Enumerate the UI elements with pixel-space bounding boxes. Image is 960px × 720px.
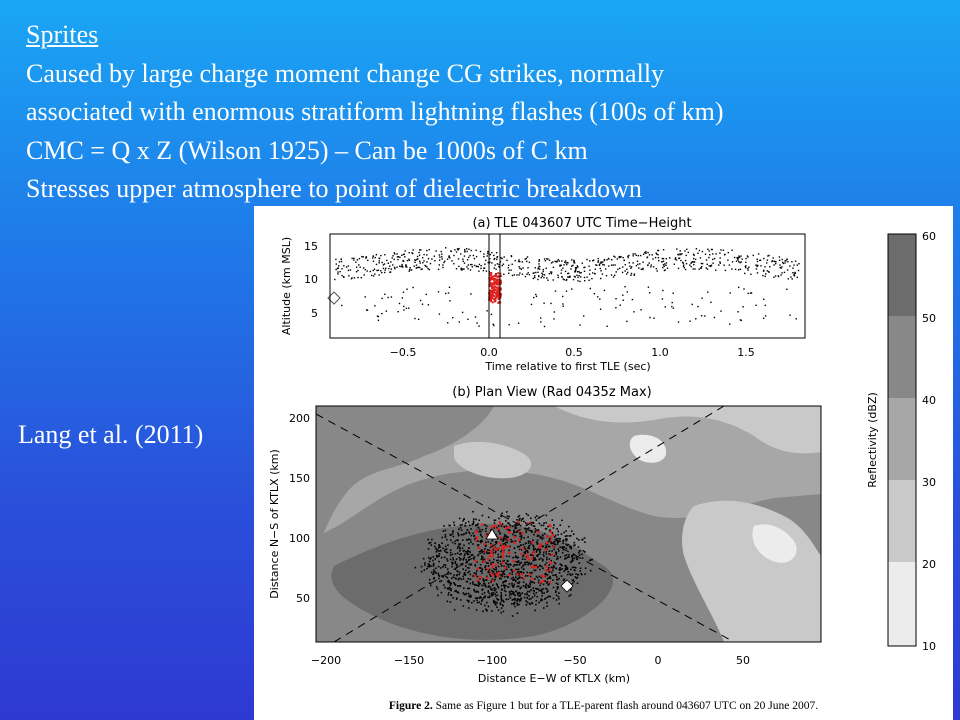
- citation: Lang et al. (2011): [18, 420, 204, 449]
- panel-b-title: (b) Plan View (Rad 0435z Max): [452, 385, 651, 400]
- panel-a-xtick: −0.5: [390, 346, 417, 359]
- colorbar-tick: 60: [922, 230, 936, 243]
- panel-a-xtick: 0.0: [480, 346, 498, 359]
- colorbar-tick: 20: [922, 558, 936, 571]
- panel-b-axes: 50 100 150 200 −200 −150 −100 −50 0 50 D…: [268, 412, 750, 685]
- slide-text-block: Sprites Caused by large charge moment ch…: [26, 16, 946, 209]
- bullet-line-4: Stresses upper atmosphere to point of di…: [26, 174, 642, 203]
- panel-b-frame: [315, 405, 822, 643]
- panel-a-xtick: 1.5: [737, 346, 755, 359]
- panel-a-xtick: 1.0: [651, 346, 669, 359]
- panel-b-dashed-line: [333, 406, 725, 642]
- panel-b-xtick: 0: [655, 654, 662, 667]
- panel-b-scatter: [414, 510, 593, 617]
- panel-b-xtick: −50: [563, 654, 586, 667]
- colorbar-segment: [888, 234, 916, 316]
- bullet-line-1: Caused by large charge moment change CG …: [26, 58, 665, 88]
- panel-b-dashed-line: [316, 413, 735, 642]
- panel-b-triangle-marker: [485, 528, 499, 540]
- figure-caption-label: Figure 2.: [388, 700, 433, 712]
- slide-heading: Sprites: [26, 20, 99, 49]
- panel-b-xtick: −100: [477, 654, 507, 667]
- panel-a-xlabel: Time relative to first TLE (sec): [484, 360, 650, 373]
- panel-b-map: [316, 406, 821, 642]
- colorbar-tick: 40: [922, 394, 936, 407]
- colorbar-tick: 50: [922, 312, 936, 325]
- figure-panel: (a) TLE 043607 UTC Time−Height 5 10 15 −…: [254, 206, 953, 720]
- figure-svg: (a) TLE 043607 UTC Time−Height 5 10 15 −…: [268, 216, 936, 685]
- panel-b-diamond-marker: [560, 579, 574, 593]
- panel-a-xtick: 0.5: [565, 346, 583, 359]
- colorbar-label: Reflectivity (dBZ): [866, 392, 879, 488]
- panel-b-xtick: 50: [736, 654, 750, 667]
- colorbar-tick: 10: [922, 640, 936, 653]
- panel-a-title: (a) TLE 043607 UTC Time−Height: [472, 216, 691, 231]
- colorbar-segment: [888, 398, 916, 480]
- panel-b-xlabel: Distance E−W of KTLX (km): [478, 672, 630, 685]
- panel-b-ytick: 150: [289, 472, 310, 485]
- colorbar-segment: [888, 480, 916, 562]
- panel-a-ytick: 10: [304, 273, 318, 286]
- colorbar-segment: [888, 562, 916, 646]
- figure-caption-text: Same as Figure 1 but for a TLE-parent fl…: [435, 700, 819, 712]
- colorbar: 10 20 30 40 50 60 Reflectivity (dBZ): [866, 230, 936, 653]
- panel-b-xtick: −200: [311, 654, 341, 667]
- panel-a-ylabel: Altitude (km MSL): [280, 237, 293, 335]
- figure-caption: Figure 2. Same as Figure 1 but for a TLE…: [254, 700, 953, 712]
- colorbar-segment: [888, 316, 916, 398]
- panel-b-xtick: −150: [394, 654, 424, 667]
- panel-a-scatter: [334, 247, 800, 328]
- bullet-line-3: CMC = Q x Z (Wilson 1925) – Can be 1000s…: [26, 135, 588, 165]
- panel-b-ytick: 50: [296, 592, 310, 605]
- panel-a-frame: [329, 233, 806, 339]
- panel-a-axes: 5 10 15 −0.5 0.0 0.5 1.0 1.5 Time relati…: [280, 237, 755, 373]
- panel-b-ylabel: Distance N−S of KTLX (km): [268, 449, 281, 599]
- panel-b-ytick: 200: [289, 412, 310, 425]
- panel-a-ytick: 15: [304, 240, 318, 253]
- panel-b-ytick: 100: [289, 532, 310, 545]
- bullet-line-2: associated with enormous stratiform ligh…: [26, 97, 724, 126]
- panel-a-ytick: 5: [311, 307, 318, 320]
- colorbar-tick: 30: [922, 476, 936, 489]
